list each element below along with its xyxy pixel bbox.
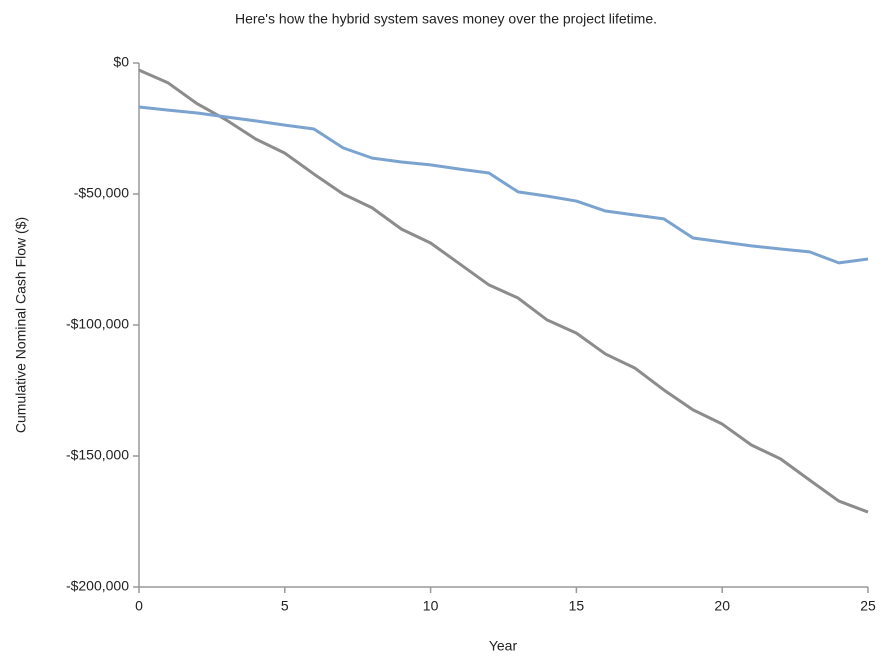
x-tick-label: 0 bbox=[135, 598, 143, 614]
y-tick-label: $0 bbox=[113, 54, 129, 70]
x-tick-label: 5 bbox=[281, 598, 289, 614]
x-tick-label: 10 bbox=[423, 598, 439, 614]
x-axis-label: Year bbox=[489, 638, 518, 654]
y-tick-label: -$50,000 bbox=[74, 185, 129, 201]
x-tick-label: 15 bbox=[569, 598, 585, 614]
y-axis-label: Cumulative Nominal Cash Flow ($) bbox=[13, 217, 29, 433]
y-tick-label: -$100,000 bbox=[66, 316, 129, 332]
series-line bbox=[138, 68, 869, 514]
chart-title: Here's how the hybrid system saves money… bbox=[235, 11, 657, 27]
y-tick-label: -$200,000 bbox=[66, 578, 129, 594]
series-line bbox=[138, 105, 869, 265]
x-tick-label: 20 bbox=[714, 598, 730, 614]
y-tick-label: -$150,000 bbox=[66, 447, 129, 463]
x-tick-label: 25 bbox=[860, 598, 876, 614]
